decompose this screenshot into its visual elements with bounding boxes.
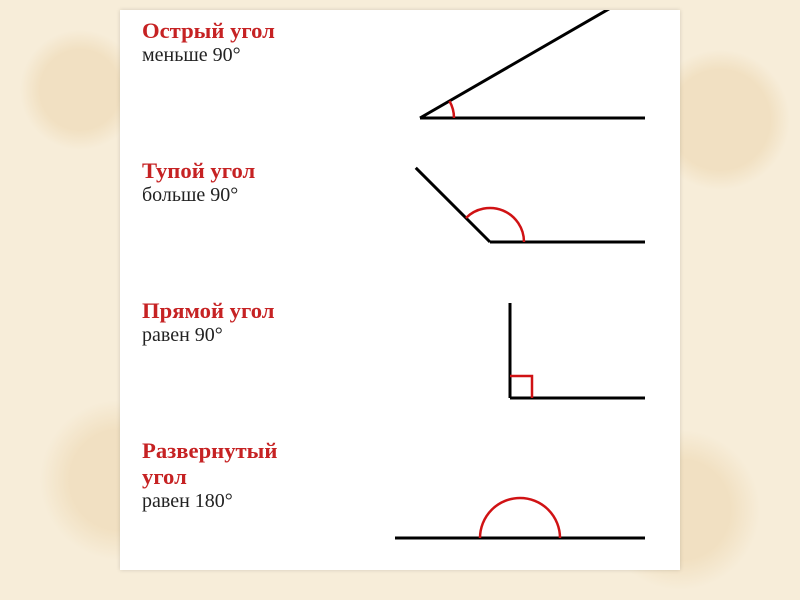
diagram-card: Острый угол меньше 90° Тупой угол больше…	[120, 10, 680, 570]
figure-acute	[120, 10, 680, 130]
figure-right	[120, 280, 680, 410]
figure-straight	[120, 450, 680, 560]
figure-obtuse	[120, 142, 680, 262]
